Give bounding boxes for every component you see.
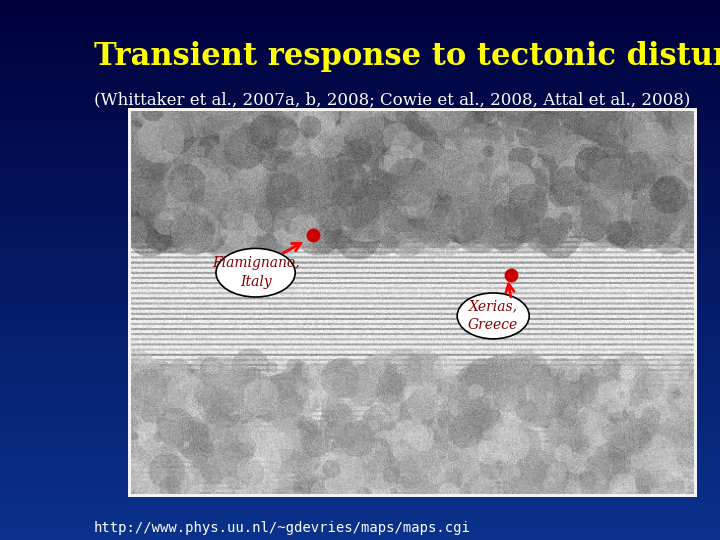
Text: Fiamignano,
Italy: Fiamignano, Italy <box>212 256 300 289</box>
Text: (Whittaker et al., 2007a, b, 2008; Cowie et al., 2008, Attal et al., 2008): (Whittaker et al., 2007a, b, 2008; Cowie… <box>94 91 690 109</box>
Ellipse shape <box>457 293 529 339</box>
Text: Xerias,
Greece: Xerias, Greece <box>468 300 518 332</box>
Ellipse shape <box>216 248 295 297</box>
Text: http://www.phys.uu.nl/~gdevries/maps/maps.cgi: http://www.phys.uu.nl/~gdevries/maps/map… <box>94 521 470 535</box>
Text: Transient response to tectonic disturbance: Transient response to tectonic disturban… <box>94 41 720 72</box>
